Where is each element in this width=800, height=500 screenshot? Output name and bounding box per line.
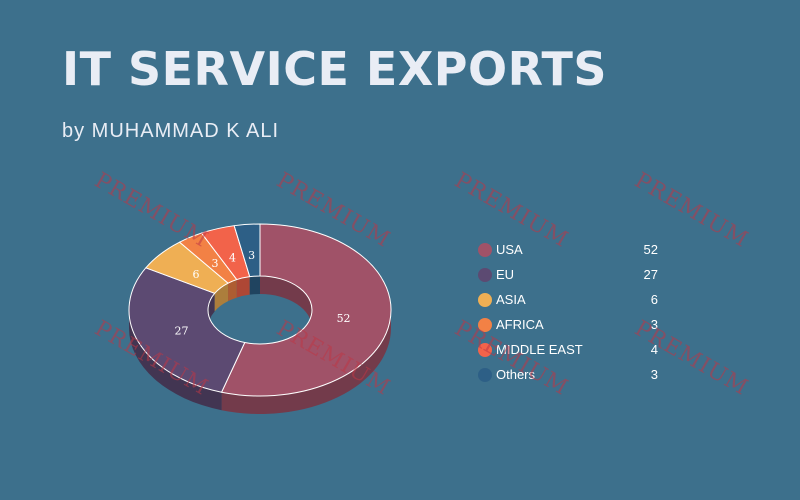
legend-swatch-middle-east xyxy=(478,343,492,357)
donut-slices xyxy=(128,223,392,414)
slice-others[interactable] xyxy=(233,223,261,278)
data-label-others: 3 xyxy=(248,249,255,262)
legend-label-others: Others xyxy=(496,367,536,382)
legend-item-others[interactable]: Others 3 xyxy=(478,366,658,391)
chart-legend: USA 52 EU 27 ASIA 6 AFRICA 3 MIDDLE EAST… xyxy=(478,241,658,391)
data-label-asia: 6 xyxy=(192,268,199,281)
data-label-eu: 27 xyxy=(175,325,189,338)
chart-title: IT SERVICE EXPORTS xyxy=(62,42,607,96)
legend-swatch-eu xyxy=(478,268,492,282)
legend-value-africa: 3 xyxy=(650,317,658,332)
legend-value-usa: 52 xyxy=(643,242,658,257)
legend-value-eu: 27 xyxy=(643,267,658,282)
legend-label-middle-east: MIDDLE EAST xyxy=(496,342,583,357)
legend-item-eu[interactable]: EU 27 xyxy=(478,266,658,291)
legend-value-asia: 6 xyxy=(650,292,658,307)
legend-label-africa: AFRICA xyxy=(496,317,544,332)
legend-swatch-others xyxy=(478,368,492,382)
slice-inner-wall-africa xyxy=(228,279,237,302)
legend-item-middle-east[interactable]: MIDDLE EAST 4 xyxy=(478,341,658,366)
data-label-usa: 52 xyxy=(337,312,351,325)
legend-value-others: 3 xyxy=(650,367,658,382)
legend-item-asia[interactable]: ASIA 6 xyxy=(478,291,658,316)
legend-swatch-asia xyxy=(478,293,492,307)
slice-inner-wall-usa xyxy=(260,276,312,328)
legend-item-africa[interactable]: AFRICA 3 xyxy=(478,316,658,341)
data-label-africa: 3 xyxy=(211,257,218,270)
legend-label-eu: EU xyxy=(496,267,515,282)
slice-side-usa xyxy=(221,310,391,414)
slice-inner-wall-middle-east xyxy=(236,276,250,298)
data-label-middle-east: 4 xyxy=(229,252,236,265)
slice-inner-wall-others xyxy=(249,276,260,295)
slice-side-eu xyxy=(129,310,222,411)
legend-swatch-usa xyxy=(478,243,492,257)
legend-label-usa: USA xyxy=(496,242,523,257)
chart-subtitle: by MUHAMMAD K ALI xyxy=(62,120,280,142)
legend-value-middle-east: 4 xyxy=(650,342,658,357)
legend-label-asia: ASIA xyxy=(496,292,526,307)
legend-item-usa[interactable]: USA 52 xyxy=(478,241,658,266)
slice-usa[interactable] xyxy=(221,223,392,397)
legend-swatch-africa xyxy=(478,318,492,332)
slice-eu[interactable] xyxy=(128,267,246,393)
